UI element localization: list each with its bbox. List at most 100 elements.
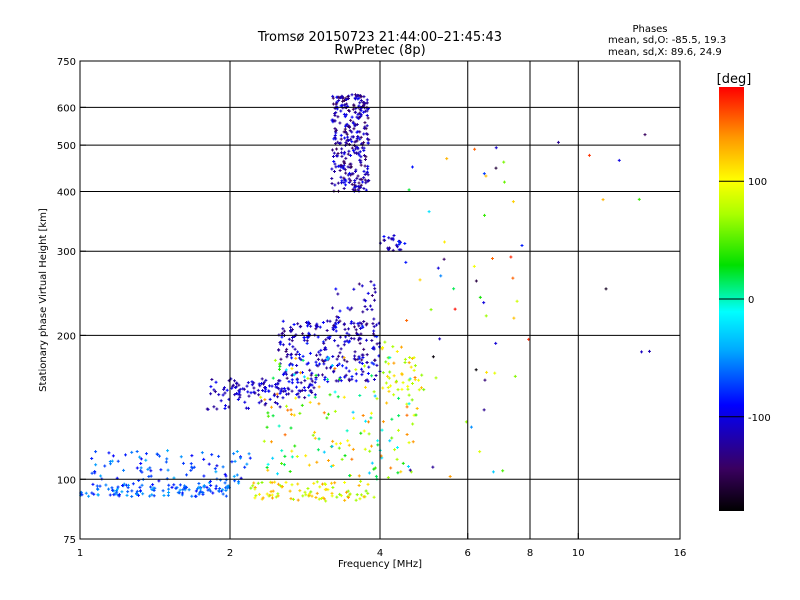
data-point [388,439,392,443]
data-point [295,455,299,459]
data-point [381,346,385,350]
data-point [308,351,312,355]
data-point [312,481,316,485]
data-point [332,169,336,173]
data-point [293,347,297,351]
data-point [117,493,121,497]
data-point [236,398,240,402]
data-point [363,178,367,182]
data-point [309,490,313,494]
data-point [330,364,334,368]
y-tick-label: 300 [57,247,76,258]
data-point [300,403,304,407]
data-point [224,494,228,498]
data-point [344,179,348,183]
data-point [353,96,357,100]
data-point [407,361,411,365]
data-point [362,347,366,351]
data-point [360,324,364,328]
data-point [286,353,290,357]
data-point [198,490,202,494]
data-point [290,328,294,332]
data-point [284,368,288,372]
data-point [235,381,239,385]
data-point [484,174,488,178]
data-point [372,283,376,287]
data-point [399,345,403,349]
data-point [347,369,351,373]
data-point [331,439,335,443]
data-point [370,374,374,378]
data-point [140,483,144,487]
data-point [359,155,363,159]
data-point [371,322,375,326]
data-point [279,357,283,361]
data-point [403,361,407,365]
data-point [295,364,299,368]
data-point [287,387,291,391]
data-point [221,393,225,397]
data-point [265,466,269,470]
data-point [308,368,312,372]
data-point [413,376,417,380]
data-point [372,378,376,382]
data-point [284,480,288,484]
data-point [310,383,314,387]
data-point [310,379,314,383]
data-point [357,474,361,478]
data-point [380,428,384,432]
data-point [296,322,300,326]
data-point [369,411,373,415]
data-point [509,255,513,259]
data-point [279,389,283,393]
data-point [330,148,334,152]
data-point [353,178,357,182]
data-point [388,370,392,374]
data-point [359,431,363,435]
data-point [311,433,315,437]
data-point [326,377,330,381]
data-point [343,498,347,502]
data-point [380,456,384,460]
data-point [271,456,275,460]
data-point [478,295,482,299]
data-point [264,385,268,389]
data-point [328,393,332,397]
data-point [324,499,328,503]
data-point [382,234,386,238]
data-point [302,336,306,340]
data-point [363,158,367,162]
data-point [243,465,247,469]
data-point [287,337,291,341]
data-point [344,156,348,160]
data-point [238,387,242,391]
data-point [347,124,351,128]
data-point [342,395,346,399]
data-point [394,243,398,247]
data-point [339,141,343,145]
data-point [213,467,217,471]
x-tick-label: 8 [527,548,533,559]
data-point [493,371,497,375]
data-point [144,452,148,456]
data-point [372,332,376,336]
data-point [151,483,155,487]
data-point [303,396,307,400]
data-point [346,173,350,177]
data-point [356,184,360,188]
data-point [360,353,364,357]
data-point [261,388,265,392]
data-point [192,465,196,469]
data-point [336,379,340,383]
data-point [409,365,413,369]
data-point [587,153,591,157]
data-point [307,463,311,467]
data-point [301,332,305,336]
data-point [199,487,203,491]
data-point [370,361,374,365]
data-point [357,336,361,340]
data-point [353,110,357,114]
data-point [270,384,274,388]
data-point [289,325,293,329]
data-point [284,370,288,374]
